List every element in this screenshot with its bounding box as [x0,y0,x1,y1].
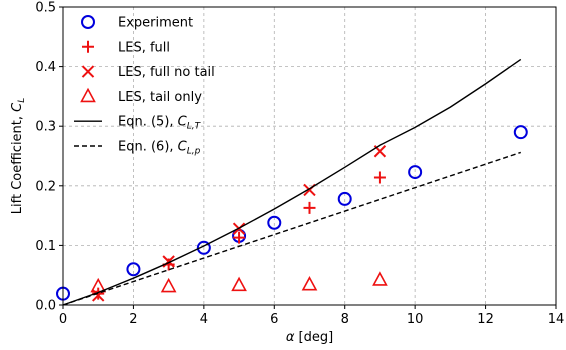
data-point-triangle [233,278,246,290]
y-tick-label: 0.3 [35,120,56,135]
x-tick-label: 14 [548,312,565,327]
y-axis-label: Lift Coefficient, CL [10,98,27,214]
data-point-plus [304,202,316,214]
legend-item: LES, full [82,40,170,55]
series-line-dashed [63,152,521,305]
legend-label: LES, tail only [118,90,202,105]
x-tick-label: 12 [477,312,494,327]
data-point-triangle [373,273,386,285]
legend-label: Experiment [118,16,193,31]
y-axis-subscript: L [17,98,27,103]
legend-label: Eqn. (6), CL,p [118,140,201,157]
y-tick-label: 0.1 [35,239,56,254]
legend-marker [82,41,94,53]
data-point-triangle [162,280,175,292]
legend-marker [82,16,94,28]
data-point-circle [515,126,527,138]
x-axis-unit-text: [deg] [299,330,334,345]
series-plus [92,171,386,299]
data-point-plus [374,171,386,183]
legend-marker [83,66,94,77]
y-tick-label: 0.5 [35,1,56,16]
x-tick-label: 10 [407,312,424,327]
x-axis-label: α [deg] [286,330,333,345]
legend-label: LES, full no tail [118,65,215,80]
legend-item: Experiment [82,16,193,31]
x-axis-symbol: α [286,330,295,345]
data-point-triangle [303,278,316,290]
x-tick-label: 8 [341,312,349,327]
y-tick-label: 0.4 [35,60,56,75]
legend-marker [82,89,95,101]
legend-item: Eqn. (6), CL,p [74,140,201,157]
legend-item: LES, tail only [82,89,203,105]
y-tick-label: 0.2 [35,179,56,194]
legend: Experiment LES, full LES, full no tail LES,… [74,16,215,157]
fit-line [63,152,521,305]
y-tick-label: 0.0 [35,299,56,314]
legend-label: Eqn. (5), CL,T [118,115,202,132]
legend-item: Eqn. (5), CL,T [74,115,202,132]
legend-item: LES, full no tail [83,65,215,80]
x-tick-label: 6 [270,312,278,327]
legend-label: LES, full [118,40,170,55]
x-tick-label: 0 [59,312,67,327]
x-tick-label: 4 [200,312,208,327]
y-axis-label-main: Lift Coefficient, [10,112,25,214]
x-tick-label: 2 [129,312,137,327]
